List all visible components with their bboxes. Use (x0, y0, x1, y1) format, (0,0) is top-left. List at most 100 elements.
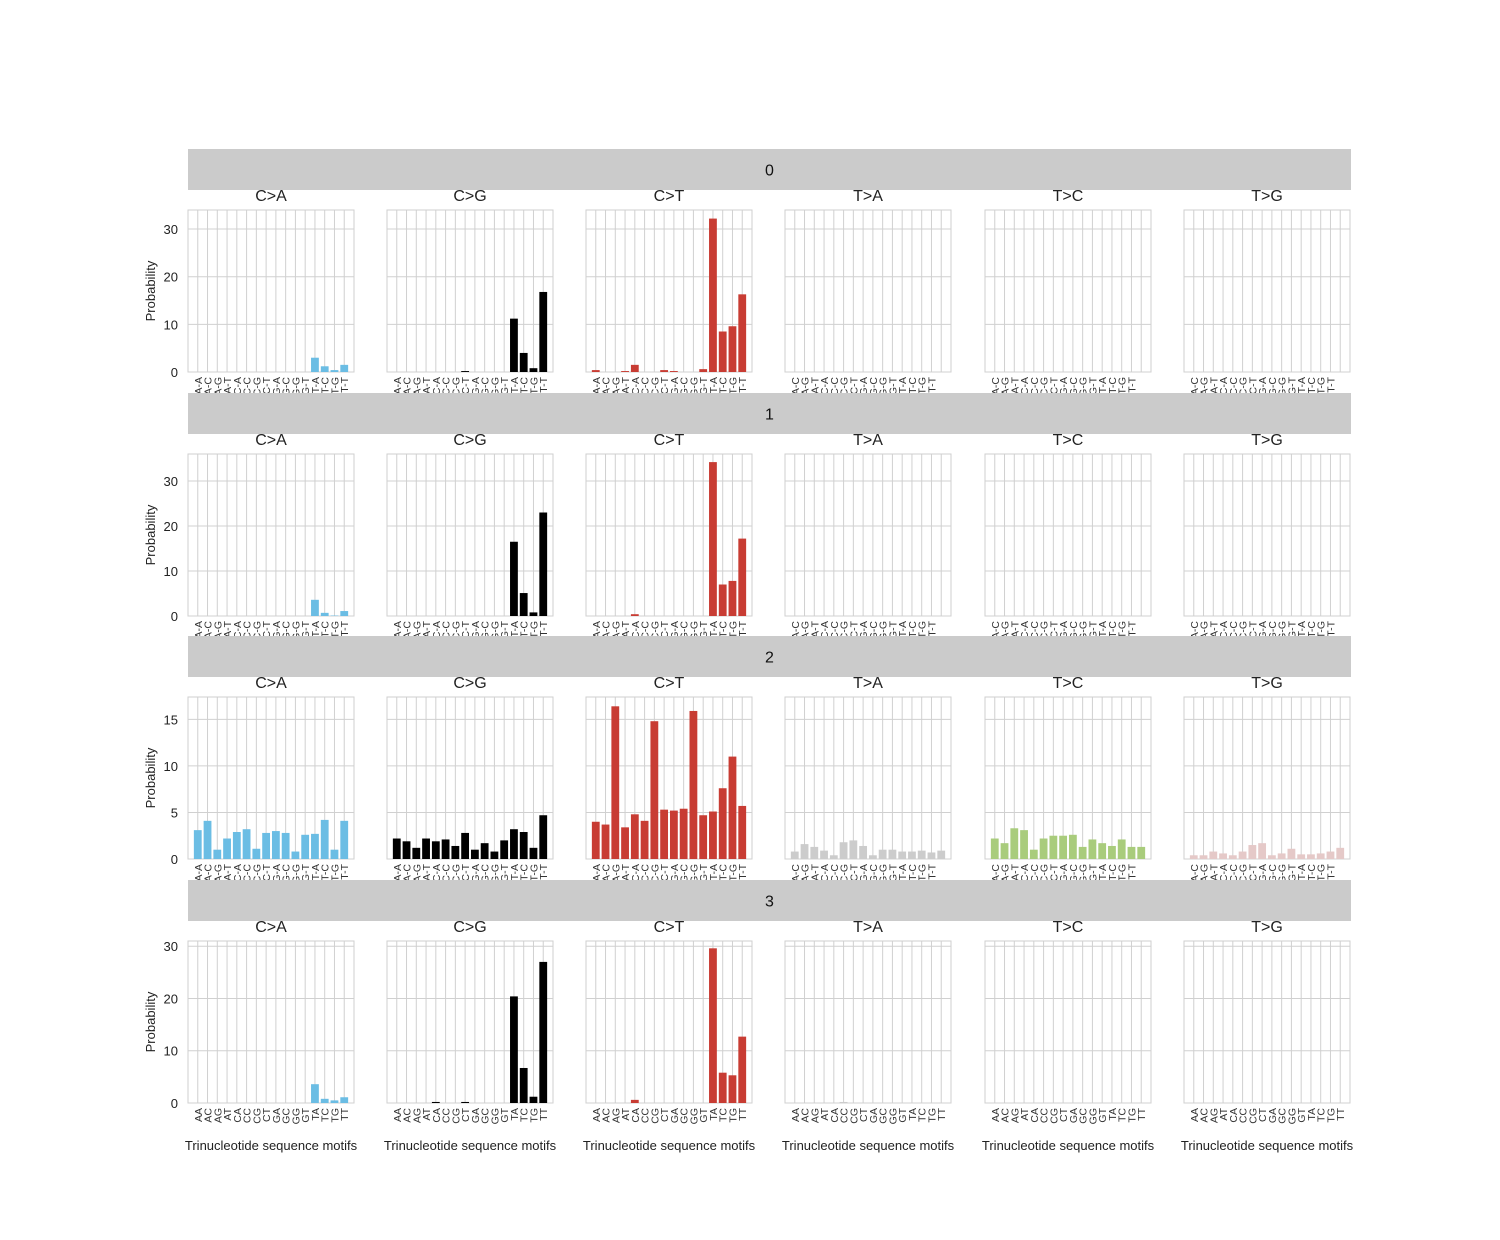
panel-frame (984, 940, 1152, 1104)
motif-tick-label: TC (320, 1108, 332, 1122)
bar (320, 612, 329, 616)
bar (340, 611, 349, 616)
panel-frame (984, 696, 1152, 860)
motif-tick-label: G-T (887, 620, 899, 639)
bar (1277, 853, 1286, 859)
bar (1117, 839, 1126, 859)
motif-tick-label: AC (601, 1108, 613, 1123)
motif-tick-label: G-A (858, 377, 870, 396)
motif-tick-label: C-G (251, 621, 263, 640)
motif-tick-label: A-G (1199, 377, 1211, 396)
bar (1127, 846, 1136, 859)
bar (709, 948, 717, 1103)
motif-tick-label: C-A (819, 864, 831, 882)
bar (908, 851, 916, 859)
motif-tick-label: C-T (1247, 863, 1259, 881)
motif-tick-label: A-C (601, 377, 613, 396)
bar (1108, 845, 1116, 859)
motif-tick-label: GT (1296, 1107, 1308, 1122)
motif-tick-label: A-G (610, 864, 622, 883)
motif-tick-label: GG (1087, 1108, 1099, 1124)
motif-tick-label: G-T (887, 863, 899, 882)
motif-tick-label: G-T (1286, 376, 1298, 395)
bar (480, 843, 489, 859)
bar (699, 815, 708, 859)
motif-tick-label: G-T (1087, 620, 1099, 639)
motif-tick-label: T-G (1316, 377, 1328, 395)
facet-strip-1 (188, 393, 1351, 434)
panel-title-c-to-t: C>T (654, 188, 685, 205)
bar (1219, 853, 1227, 859)
motif-tick-label: C-A (630, 377, 642, 395)
motif-tick-label: A-A (591, 621, 603, 639)
motif-tick-label: G-C (868, 864, 880, 884)
motif-tick-label: AC (402, 1108, 414, 1123)
motif-tick-label: A-T (809, 620, 821, 638)
motif-tick-label: C-C (1228, 377, 1240, 396)
motif-tick-label: GT (698, 1107, 710, 1122)
bar (800, 844, 809, 859)
motif-tick-label: G-C (281, 621, 293, 641)
motif-tick-label: C-T (460, 376, 472, 394)
motif-tick-label: A-A (392, 864, 404, 882)
motif-tick-label: CA (829, 1108, 841, 1123)
panel-title-c-to-a: C>A (255, 432, 287, 449)
motif-tick-label: T-A (897, 621, 909, 637)
motif-tick-label: T-G (528, 621, 540, 639)
motif-tick-label: G-C (480, 377, 492, 397)
motif-tick-label: A-C (1189, 864, 1201, 883)
motif-tick-label: C-T (848, 376, 860, 394)
bar (728, 756, 737, 859)
motif-tick-label: T-C (1306, 377, 1318, 394)
panel-frame (1183, 453, 1351, 617)
motif-tick-label: G-A (1257, 621, 1269, 640)
motif-tick-label: T-G (1117, 377, 1129, 395)
motif-tick-label: C-G (839, 621, 851, 640)
motif-tick-label: A-G (212, 621, 224, 640)
motif-tick-label: A-G (411, 377, 423, 396)
motif-tick-label: T-A (1296, 621, 1308, 637)
motif-tick-label: A-G (800, 864, 812, 883)
motif-tick-label: C-T (460, 863, 472, 881)
panel-title-t-to-a: T>A (853, 919, 883, 936)
motif-tick-label: C-A (1218, 377, 1230, 395)
motif-tick-label: C-G (450, 864, 462, 883)
bar (859, 845, 868, 859)
motif-tick-label: A-C (203, 864, 215, 883)
motif-tick-label: G-A (470, 864, 482, 883)
motif-tick-label: AA (790, 1108, 802, 1122)
motif-tick-label: CT (858, 1107, 870, 1122)
motif-tick-label: T-T (926, 620, 938, 636)
motif-tick-label: C-A (819, 621, 831, 639)
motif-tick-label: T-T (339, 620, 351, 636)
motif-tick-label: CT (1257, 1107, 1269, 1122)
bar (330, 370, 339, 372)
bar (330, 1100, 339, 1103)
motif-tick-label: TT (1136, 1107, 1148, 1120)
bar (402, 841, 411, 859)
bar (591, 821, 600, 859)
bar (340, 820, 349, 859)
motif-tick-label: A-T (421, 863, 433, 881)
motif-tick-label: T-A (708, 377, 720, 393)
y-axis-title: Probability (143, 504, 158, 565)
y-tick-label: 30 (164, 474, 178, 489)
motif-tick-label: T-C (907, 621, 919, 638)
motif-tick-label: T-A (310, 377, 322, 393)
motif-tick-label: G-C (1068, 864, 1080, 884)
motif-tick-label: AA (193, 1108, 205, 1122)
bar (630, 364, 639, 372)
motif-tick-label: T-T (1126, 863, 1138, 879)
motif-tick-label: TT (339, 1107, 351, 1120)
bar (820, 850, 828, 859)
bar (990, 838, 999, 859)
bar (839, 842, 848, 859)
motif-tick-label: G-A (271, 377, 283, 396)
bar (1209, 851, 1218, 859)
motif-tick-label: GC (480, 1108, 492, 1124)
bar (1287, 848, 1296, 859)
bar (213, 849, 222, 859)
motif-tick-label: G-A (1058, 621, 1070, 640)
motif-tick-label: AC (1199, 1108, 1211, 1123)
bar (709, 462, 717, 616)
